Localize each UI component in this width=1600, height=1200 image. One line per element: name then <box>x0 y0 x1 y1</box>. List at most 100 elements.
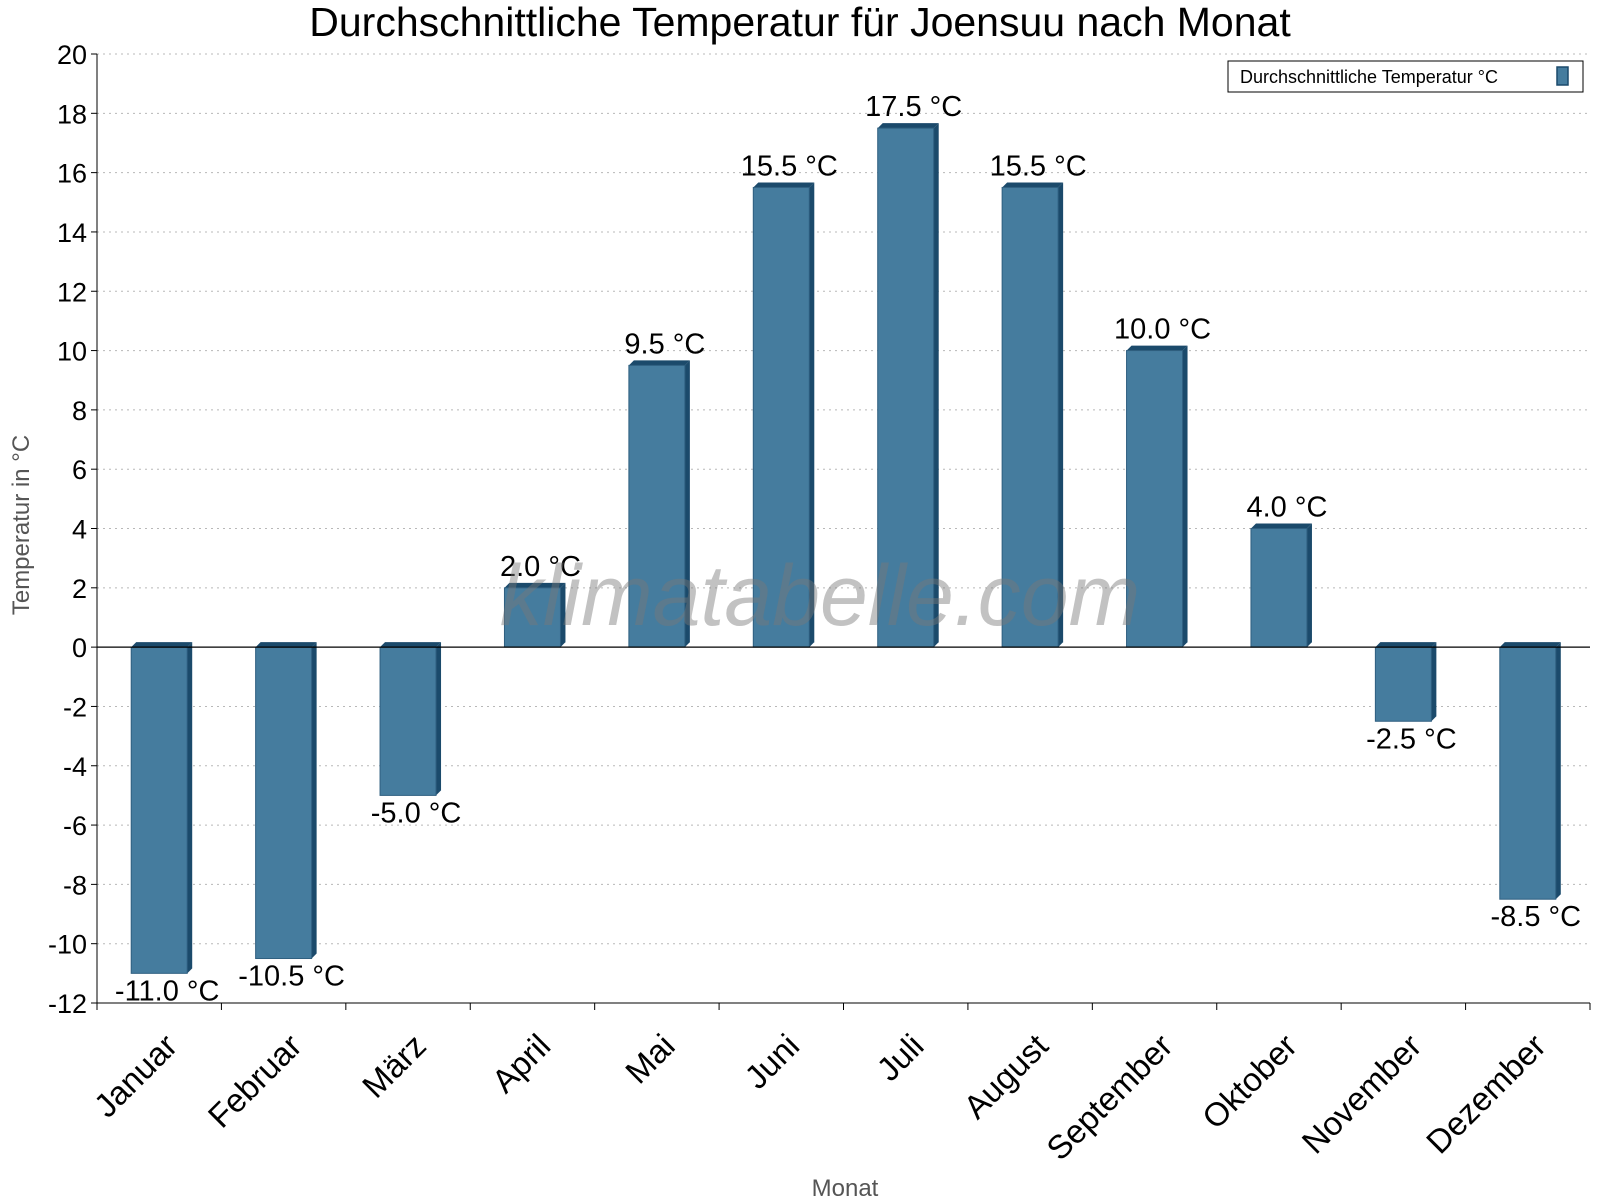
y-tick-label: 12 <box>57 277 87 307</box>
legend-box <box>1227 60 1584 93</box>
chart-title: Durchschnittliche Temperatur für Joensuu… <box>309 0 1291 45</box>
y-tick-label: 18 <box>57 99 87 129</box>
x-tick-labels: Januar Februar März April Mai Juni Juli AugustS… <box>87 1027 1553 1167</box>
bar-top <box>131 642 193 648</box>
bar-side <box>684 360 690 648</box>
y-tick-label: 4 <box>72 515 87 545</box>
bar-top <box>504 582 566 588</box>
y-tick-label: -10 <box>48 930 87 960</box>
bar-März <box>379 642 442 796</box>
data-label: 4.0 °C <box>1246 492 1327 524</box>
bar <box>1001 186 1059 648</box>
bar <box>877 127 935 648</box>
y-tick-label: -8 <box>63 870 87 900</box>
bar-September <box>1126 345 1188 648</box>
y-tick-label: 16 <box>57 159 87 189</box>
y-tick-label: 10 <box>57 337 87 367</box>
x-tick-label: Juni <box>737 1027 806 1096</box>
bar-Dezember <box>1499 642 1561 900</box>
bar <box>255 646 313 960</box>
x-tick-label: Juli <box>869 1027 930 1088</box>
bar-Mai <box>628 360 690 648</box>
bar <box>130 646 188 974</box>
bar <box>752 186 810 648</box>
data-label: 15.5 °C <box>990 150 1087 182</box>
bar-side <box>436 642 442 796</box>
y-tick-label: 0 <box>72 633 87 663</box>
data-label: 10.0 °C <box>1114 314 1211 346</box>
bar-top <box>380 642 442 648</box>
x-tick-label: Februar <box>201 1027 309 1135</box>
bar-side <box>1555 642 1561 900</box>
x-tick-label: Dezember <box>1419 1027 1553 1161</box>
bar-August <box>1001 182 1064 648</box>
bar <box>379 646 437 796</box>
data-label: 17.5 °C <box>865 91 962 123</box>
bar-November <box>1374 642 1437 722</box>
bar-Februar <box>255 642 317 960</box>
bar <box>628 364 686 648</box>
data-label: -11.0 °C <box>115 975 220 1007</box>
y-tick-labels: -12 -10 -8 -6 -4 -2 0 2 4 6 8 10 12 14 16 18 20 <box>48 40 87 1019</box>
y-tick-label: -4 <box>63 752 87 782</box>
bar-top <box>877 123 939 129</box>
x-tick-label: Oktober <box>1195 1027 1304 1136</box>
bar <box>1499 646 1557 900</box>
y-tick-label: 6 <box>72 455 87 485</box>
watermark: klimatabelle.com <box>500 548 1140 644</box>
bar-side <box>809 182 815 648</box>
data-label: 9.5 °C <box>624 328 705 360</box>
grid-lines <box>97 53 1590 1004</box>
bar-top <box>628 360 690 366</box>
bar-side <box>1306 523 1312 648</box>
x-tick-label: August <box>956 1027 1055 1126</box>
bar-Januar <box>130 642 193 974</box>
bar-Juli <box>877 123 939 648</box>
y-tick-label: -12 <box>48 989 87 1019</box>
bar-side <box>187 642 193 974</box>
bar-side <box>1058 182 1064 648</box>
x-tick-label: Januar <box>87 1027 185 1125</box>
y-tick-label: -6 <box>63 811 87 841</box>
x-axis-label: Monat <box>812 1175 879 1200</box>
bar-side <box>1182 345 1188 648</box>
axes <box>91 53 1591 1010</box>
data-label: -10.5 °C <box>238 961 345 993</box>
data-labels: -11.0 °C -10.5 °C -5.0 °C 2.0 °C 9.5 °C 15.5 … <box>115 91 1581 1007</box>
y-tick-label: 20 <box>57 40 87 70</box>
x-tick-label: April <box>485 1027 558 1100</box>
x-tick-label: September <box>1039 1027 1179 1167</box>
bar-top <box>753 182 815 188</box>
bar-side <box>311 642 317 959</box>
bar-side <box>560 582 566 648</box>
y-tick-label: 8 <box>72 396 87 426</box>
bar-top <box>1250 523 1312 529</box>
data-label: -2.5 °C <box>1366 723 1457 755</box>
bar <box>1126 350 1184 648</box>
data-label: -8.5 °C <box>1491 901 1582 933</box>
bar-top <box>1002 182 1064 188</box>
x-tick-label: Mai <box>618 1027 682 1091</box>
y-axis-label: Temperatur in °C <box>8 435 35 615</box>
bars <box>130 123 1561 974</box>
bar-top <box>1126 345 1188 351</box>
legend: Durchschnittliche Temperatur °C <box>1227 60 1584 93</box>
data-label: -5.0 °C <box>371 797 462 829</box>
legend-swatch <box>1556 66 1569 86</box>
bar-Juni <box>752 182 815 648</box>
bar-top <box>255 642 317 648</box>
bar <box>1374 646 1432 722</box>
y-tick-label: -2 <box>63 692 87 722</box>
data-label: 15.5 °C <box>741 150 838 182</box>
x-tick-label: November <box>1295 1027 1429 1161</box>
y-tick-label: 14 <box>57 218 87 248</box>
bar-top <box>1499 642 1561 648</box>
bar-Oktober <box>1250 523 1312 648</box>
legend-label: Durchschnittliche Temperatur °C <box>1240 67 1498 87</box>
bar-side <box>1431 642 1437 722</box>
y-tick-label: 2 <box>72 574 87 604</box>
bar-top <box>1375 642 1437 648</box>
bar-side <box>933 123 939 648</box>
x-tick-label: März <box>355 1027 433 1105</box>
